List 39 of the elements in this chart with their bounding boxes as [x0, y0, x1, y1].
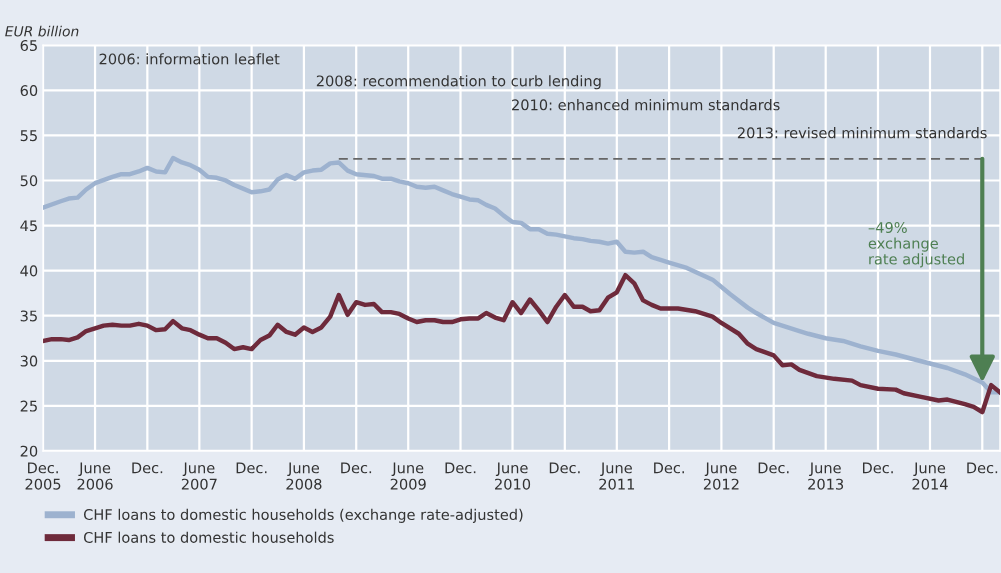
annotation: –49% exchange rate adjusted [868, 222, 964, 268]
x-tick-label: June 2011 [599, 462, 635, 490]
y-tick-label: 55 [20, 130, 37, 142]
x-tick-label: June 2013 [808, 462, 844, 490]
y-tick-label: 60 [20, 85, 38, 97]
y-tick-label: 65 [20, 39, 37, 52]
x-tick-label: Dec. [549, 462, 580, 474]
x-tick-label: Dec. [132, 462, 163, 474]
line-series [43, 155, 1000, 395]
y-tick-label: 50 [20, 175, 38, 187]
annotation: 2013: revised minimum standards [737, 127, 987, 139]
y-tick-label: 20 [20, 445, 38, 457]
annotation: 2008: recommendation to curb lending [316, 75, 601, 90]
annotation: 2010: enhanced minimum standards [512, 99, 780, 111]
x-tick-label: Dec. 2005 [25, 462, 61, 490]
x-tick-label: June 2007 [181, 462, 217, 490]
y-tick-label: 25 [20, 400, 37, 412]
annotation: 2006: information leaflet [99, 53, 280, 65]
x-tick-label: Dec. [758, 462, 789, 474]
y-tick-label: 40 [20, 265, 38, 277]
x-tick-label: June 2008 [286, 462, 322, 490]
x-tick-label: Dec. [862, 462, 893, 474]
y-tick-label: 35 [20, 310, 37, 322]
x-tick-label: Dec. [654, 462, 684, 474]
legend-label: CHF loans to domestic households [83, 531, 334, 543]
x-tick-label: Dec. [445, 462, 476, 474]
x-tick-label: June 2006 [77, 462, 113, 490]
x-tick-label: June 2012 [703, 462, 739, 490]
y-tick-label: 30 [20, 355, 38, 367]
x-tick-label: June 2014 [912, 462, 948, 490]
x-tick-label: June 2009 [390, 462, 426, 490]
legend-label: CHF loans to domestic households (exchange rate-adjusted) [83, 508, 523, 523]
x-tick-label: Dec. [236, 462, 267, 474]
y-tick-label: 45 [20, 220, 37, 232]
line-series [43, 272, 1000, 415]
y-axis-title: EUR billion [5, 25, 79, 37]
x-tick-label: Dec. [967, 462, 998, 474]
x-tick-label: June 2010 [495, 462, 531, 490]
x-tick-label: Dec. [341, 462, 372, 474]
